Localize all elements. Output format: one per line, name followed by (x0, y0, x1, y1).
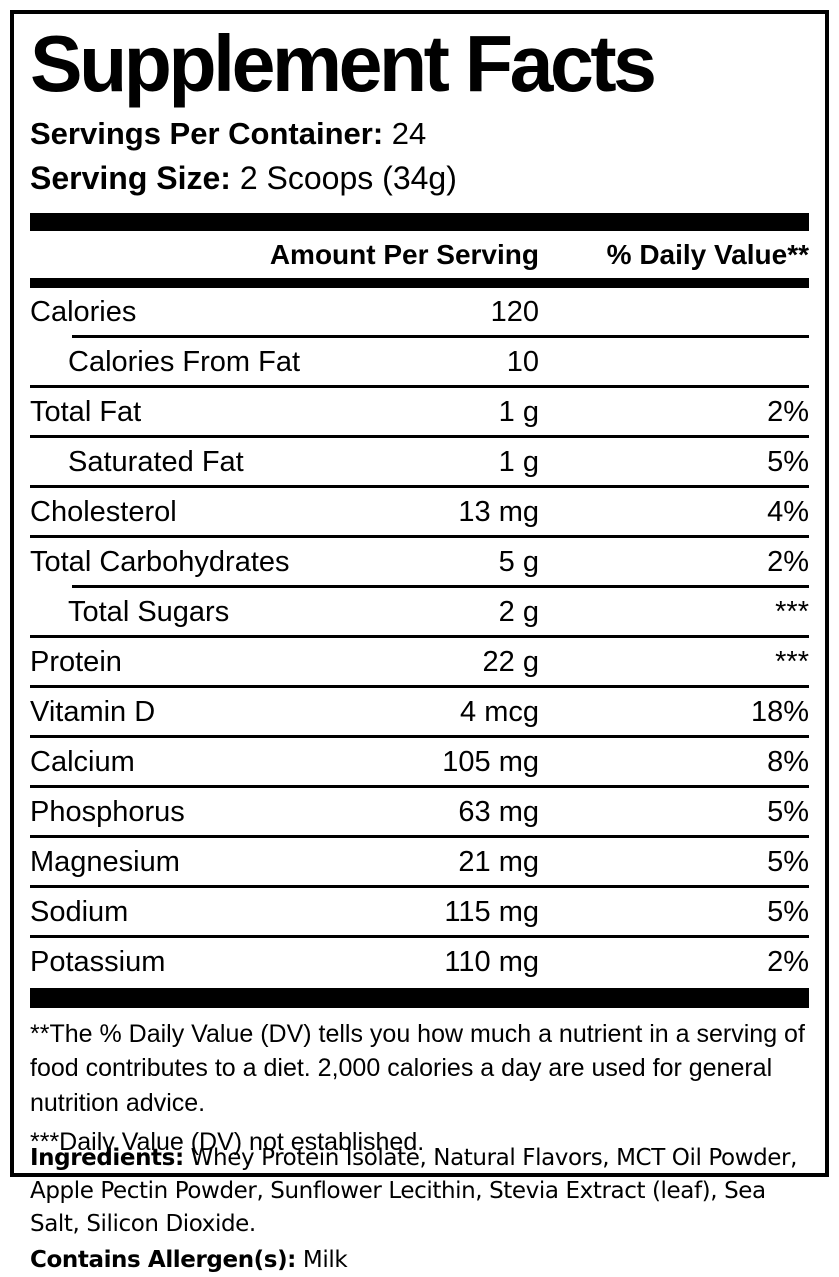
nutrient-amount: 22 g (482, 646, 539, 679)
daily-value-footnote: **The % Daily Value (DV) tells you how m… (30, 1019, 805, 1117)
row-separator (30, 684, 809, 688)
nutrient-daily-value: 8% (767, 746, 809, 779)
ingredients-section: Ingredients: Whey Protein Isolate, Natur… (30, 1142, 814, 1277)
footnotes: **The % Daily Value (DV) tells you how m… (30, 1008, 809, 1173)
nutrient-name: Calcium (30, 746, 135, 779)
serving-size: Serving Size: 2 Scoops (34g) (30, 159, 809, 197)
nutrient-daily-value: 2% (767, 546, 809, 579)
nutrient-daily-value: 5% (767, 446, 809, 479)
allergen-line: Contains Allergen(s): Milk (30, 1244, 814, 1277)
nutrient-name: Total Sugars (68, 596, 230, 629)
nutrient-amount: 10 (506, 346, 539, 379)
nutrient-daily-value: 5% (767, 896, 809, 929)
nutrient-row: Potassium 110 mg 2% (30, 938, 809, 988)
nutrient-amount: 63 mg (458, 796, 539, 829)
nutrient-row: Cholesterol 13 mg 4% (30, 488, 809, 538)
nutrient-row: Total Carbohydrates 5 g 2% (30, 538, 809, 588)
servings-per-container: Servings Per Container: 24 (30, 115, 809, 152)
supplement-facts-panel: Supplement Facts Servings Per Container:… (10, 10, 829, 1177)
nutrient-amount: 2 g (498, 596, 539, 629)
row-separator (30, 434, 809, 438)
not-established-footnote: ***Daily Value (DV) not established. (30, 1128, 425, 1157)
servings-value: 24 (391, 116, 427, 151)
nutrient-amount: 13 mg (458, 496, 539, 529)
nutrient-name: Calories From Fat (68, 346, 301, 379)
ingredients-label: Ingredients: (30, 1145, 184, 1171)
nutrient-daily-value: 2% (767, 946, 809, 979)
divider-bar-top (30, 212, 809, 231)
nutrient-amount: 105 mg (442, 746, 539, 779)
nutrient-name: Calories (30, 296, 137, 329)
nutrient-row: Calcium 105 mg 8% (30, 738, 809, 788)
nutrient-name: Cholesterol (30, 496, 177, 529)
row-separator (30, 884, 809, 888)
row-separator (30, 934, 809, 938)
nutrient-amount: 115 mg (444, 896, 539, 929)
row-separator (30, 784, 809, 788)
nutrient-name: Sodium (30, 896, 129, 929)
divider-bar-bottom (30, 987, 809, 1008)
nutrient-daily-value: 18% (750, 696, 809, 729)
nutrient-amount: 4 mcg (460, 696, 539, 729)
nutrient-row: Saturated Fat 1 g 5% (30, 438, 809, 488)
nutrient-daily-value: 2% (767, 396, 809, 429)
nutrient-amount: 110 mg (444, 946, 539, 979)
nutrient-daily-value: 4% (767, 496, 809, 529)
nutrient-row: Calories 120 (30, 288, 809, 338)
nutrient-daily-value: *** (775, 596, 809, 629)
nutrient-row: Vitamin D 4 mcg 18% (30, 688, 809, 738)
row-separator (30, 734, 809, 738)
nutrient-daily-value: *** (775, 646, 809, 679)
nutrient-row: Protein 22 g *** (30, 638, 809, 688)
nutrient-amount: 120 (490, 296, 539, 329)
servings-label: Servings Per Container: (30, 116, 384, 151)
nutrient-name: Total Fat (30, 396, 142, 429)
nutrient-row: Phosphorus 63 mg 5% (30, 788, 809, 838)
daily-value-column-header: % Daily Value** (606, 238, 809, 270)
nutrient-amount: 1 g (498, 396, 539, 429)
serving-size-value: 2 Scoops (34g) (239, 160, 457, 197)
nutrient-name: Vitamin D (30, 696, 156, 729)
table-header-row: Amount Per Serving % Daily Value** (30, 231, 809, 278)
serving-size-label: Serving Size: (30, 160, 231, 197)
nutrient-row: Magnesium 21 mg 5% (30, 838, 809, 888)
nutrient-name: Phosphorus (30, 796, 185, 829)
nutrient-name: Protein (30, 646, 122, 679)
row-separator (30, 384, 809, 388)
row-separator (30, 484, 809, 488)
nutrient-name: Potassium (30, 946, 166, 979)
nutrient-row: Total Sugars 2 g *** (30, 588, 809, 638)
divider-bar-header (30, 277, 809, 288)
ingredients-line: Ingredients: Whey Protein Isolate, Natur… (30, 1142, 814, 1241)
allergen-value: Milk (302, 1246, 348, 1273)
amount-column-header: Amount Per Serving (269, 238, 539, 270)
allergen-label: Contains Allergen(s): (30, 1246, 296, 1273)
nutrient-row: Sodium 115 mg 5% (30, 888, 809, 938)
row-separator (72, 334, 809, 338)
nutrient-amount: 1 g (498, 446, 539, 479)
nutrient-daily-value: 5% (767, 796, 809, 829)
nutrient-amount: 5 g (498, 546, 539, 579)
nutrient-name: Saturated Fat (68, 446, 244, 479)
ingredients-list: Whey Protein Isolate, Natural Flavors, M… (30, 1145, 798, 1237)
row-separator (30, 534, 809, 538)
nutrient-name: Magnesium (30, 846, 180, 879)
nutrient-row: Calories From Fat 10 (30, 338, 809, 388)
row-separator (72, 584, 809, 588)
nutrient-daily-value: 5% (767, 846, 809, 879)
nutrient-row: Total Fat 1 g 2% (30, 388, 809, 438)
nutrient-name: Total Carbohydrates (30, 546, 290, 579)
panel-title: Supplement Facts (30, 19, 657, 108)
row-separator (30, 634, 809, 638)
nutrient-table: Calories 120 Calories From Fat 10 Total Fat 1… (30, 288, 809, 988)
nutrient-amount: 21 mg (458, 846, 539, 879)
row-separator (30, 834, 809, 838)
